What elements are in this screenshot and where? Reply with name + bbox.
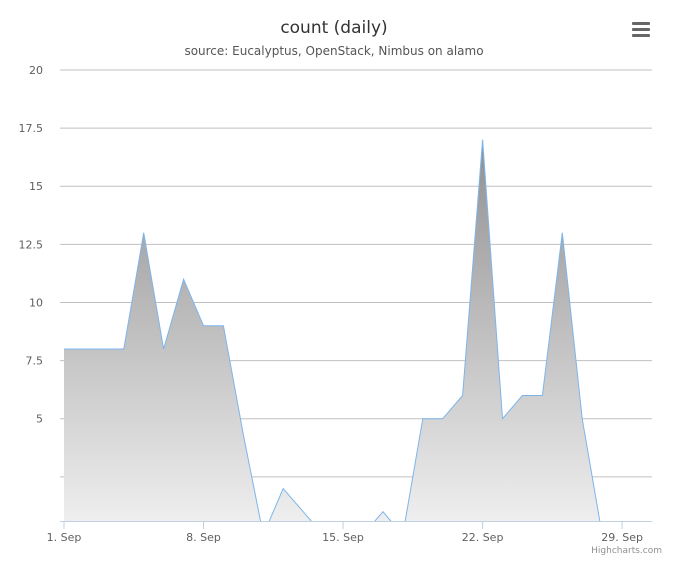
x-tick-label: 8. Sep — [186, 531, 221, 544]
area-line — [64, 139, 601, 521]
x-tick-label: 22. Sep — [462, 531, 504, 544]
y-tick-label: 5 — [36, 413, 43, 426]
x-tick-label: 29. Sep — [601, 531, 643, 544]
menu-button[interactable] — [632, 22, 650, 37]
y-tick-label: 10 — [29, 296, 43, 309]
credits[interactable]: Highcharts.com — [591, 546, 662, 556]
y-tick-label: 17.5 — [19, 122, 44, 135]
y-tick-label: 15 — [29, 180, 43, 193]
y-tick-label: 12.5 — [19, 238, 44, 251]
x-tick-label: 1. Sep — [47, 531, 82, 544]
chart-title: count (daily) — [280, 18, 387, 38]
area-fill — [63, 139, 600, 521]
plot-area — [63, 139, 601, 521]
x-tick-label: 15. Sep — [322, 531, 364, 544]
chart-subtitle: source: Eucalyptus, OpenStack, Nimbus on… — [184, 44, 483, 58]
y-tick-label: 7.5 — [26, 355, 44, 368]
y-tick-label: 20 — [29, 64, 43, 77]
